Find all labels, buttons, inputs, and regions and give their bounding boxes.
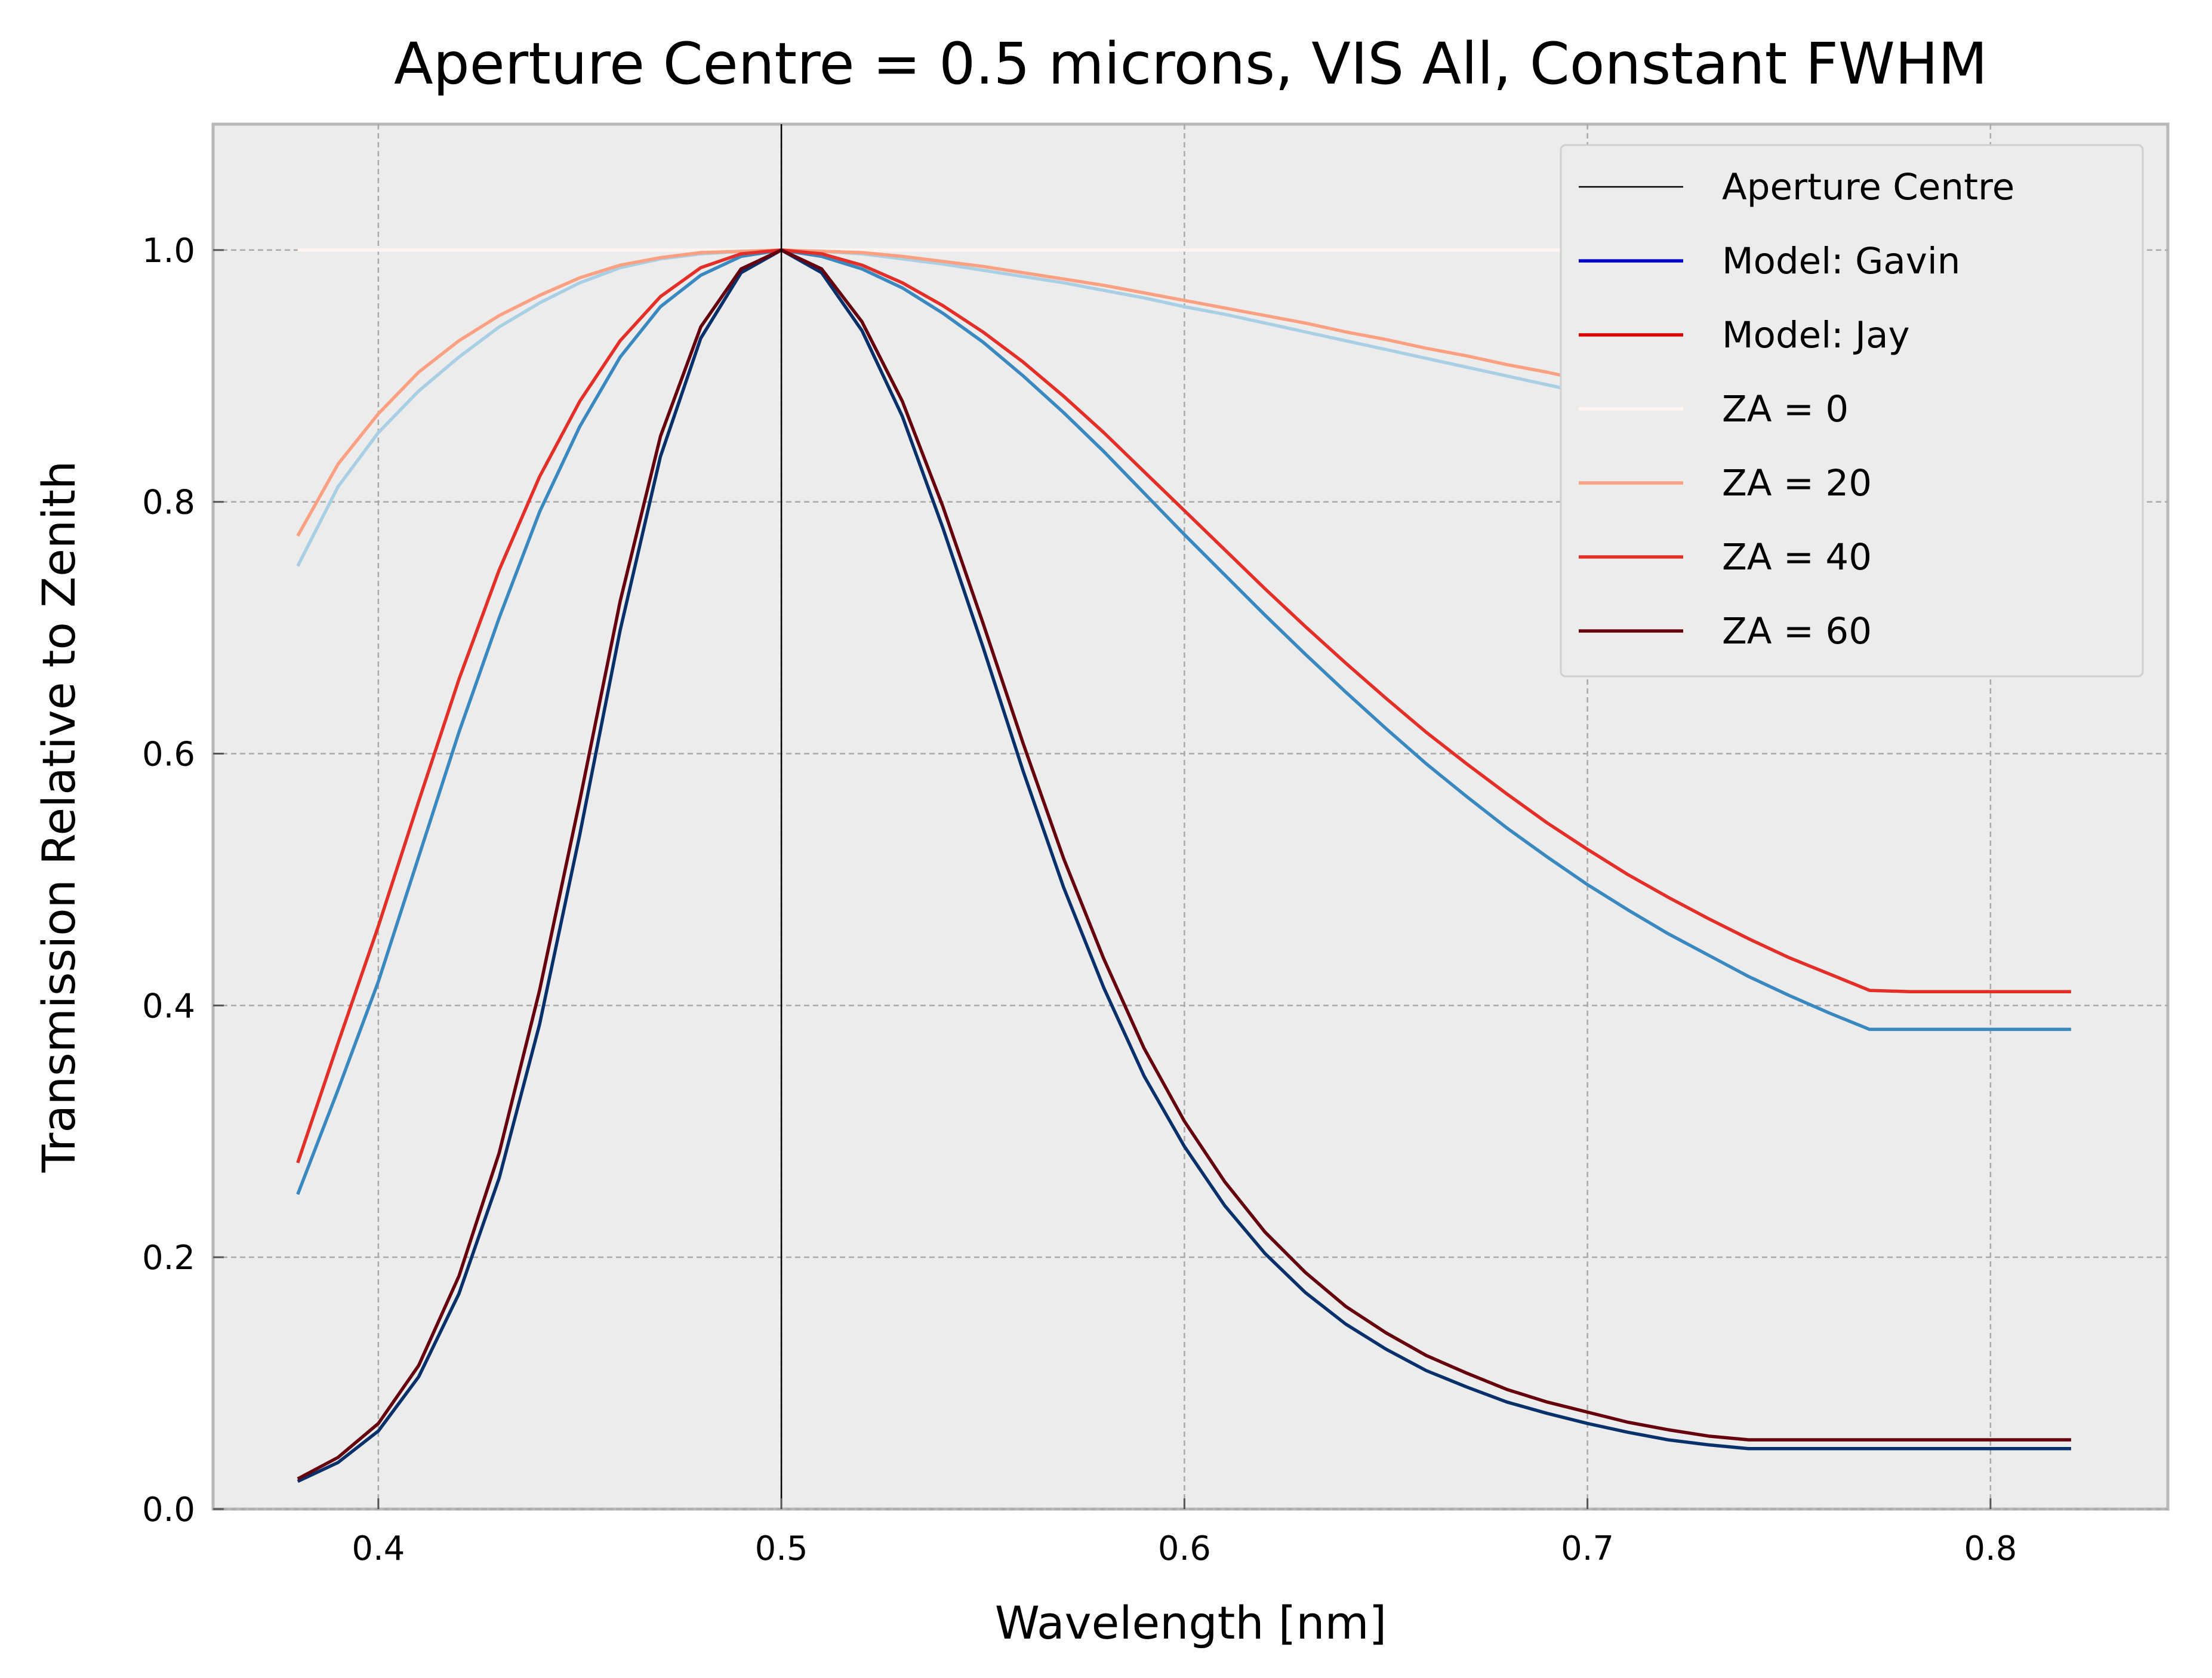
series-line-jay-za-40 [296,248,2071,1163]
x-axis: 0.4 0.5 0.6 0.7 0.8 [352,1498,2017,1568]
legend-label: ZA = 40 [1722,536,1872,578]
y-tick-label: 0.8 [142,484,195,522]
legend-label: Model: Jay [1722,314,1910,356]
chart-title: Aperture Centre = 0.5 microns, VIS All, … [394,30,1988,97]
x-tick-label: 0.8 [1964,1529,2017,1568]
legend-label: ZA = 20 [1722,462,1872,504]
legend: Aperture Centre Model: Gavin Model: Jay ZA … [1560,144,2144,678]
y-tick-label: 0.6 [142,735,195,774]
x-tick-label: 0.4 [352,1529,405,1568]
legend-label: ZA = 0 [1722,388,1849,430]
x-tick-label: 0.7 [1561,1529,1614,1568]
series-line-gavin-za-60 [297,248,2071,1483]
legend-label: ZA = 60 [1722,610,1872,652]
y-axis: 0.0 0.2 0.4 0.6 0.8 1.0 [142,232,224,1529]
legend-box [1560,144,2144,678]
x-tick-label: 0.5 [755,1529,808,1568]
x-tick-label: 0.6 [1158,1529,1211,1568]
x-axis-label: Wavelength [nm] [995,1596,1387,1649]
legend-label: Aperture Centre [1722,166,2014,208]
series-line-gavin-za-40 [296,248,2071,1195]
y-axis-label: Transmission Relative to Zenith [32,461,85,1173]
y-tick-label: 0.4 [142,987,195,1026]
y-tick-label: 0.2 [142,1239,195,1277]
series-line-jay-za-60 [297,248,2071,1480]
y-tick-label: 1.0 [142,232,195,270]
legend-label: Model: Gavin [1722,240,1960,282]
y-tick-label: 0.0 [142,1491,195,1529]
